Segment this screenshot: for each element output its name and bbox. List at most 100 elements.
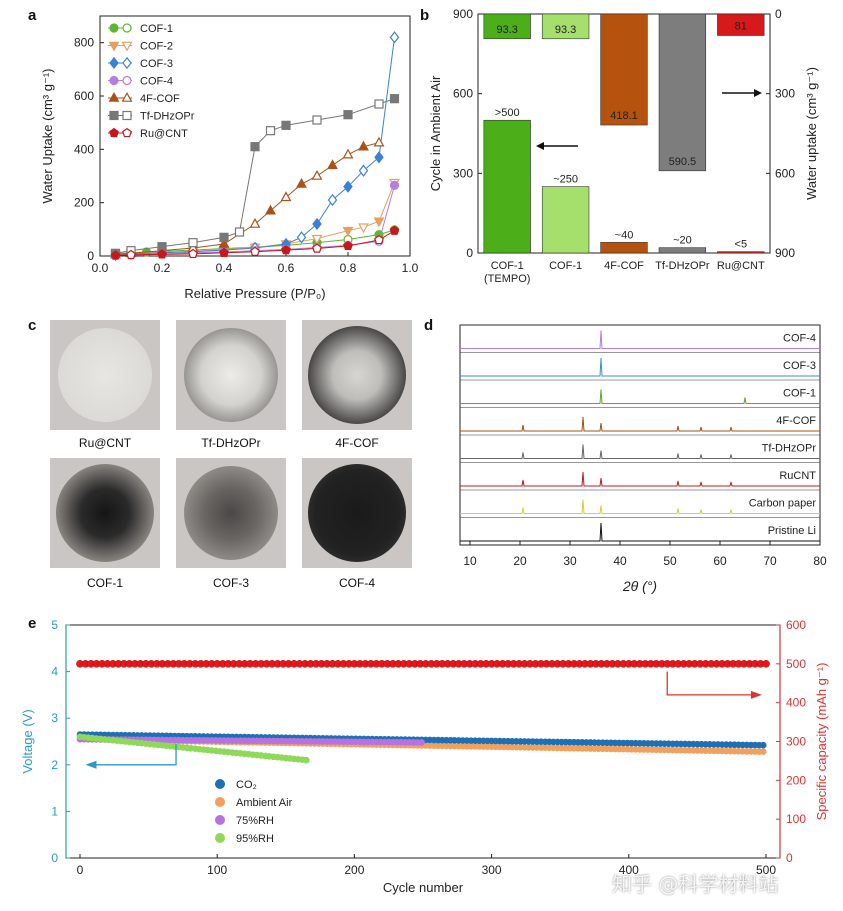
data-point-4F-COF — [342, 148, 354, 159]
panel-letter-d: d — [424, 317, 433, 334]
uptake-bar-2 — [600, 13, 648, 126]
xrd-trace-COF-1 — [460, 389, 820, 404]
legend-marker-COF-4 — [122, 75, 132, 86]
photo-cof-1 — [50, 458, 160, 568]
xrd-trace-COF-3 — [460, 357, 820, 377]
cycle-label-1: ~250 — [553, 174, 578, 186]
uptake-label-3: 590.5 — [669, 156, 697, 168]
legend-marker-COF-1 — [122, 23, 132, 33]
data-point-Tf-DHzOPr — [234, 227, 245, 237]
data-point-COF-2 — [358, 223, 369, 234]
legend-label-COF-4: COF-4 — [140, 76, 173, 88]
photo-cof-3 — [176, 458, 286, 568]
data-point-COF-3 — [312, 217, 322, 231]
xrd-label-Pristine Li: Pristine Li — [768, 525, 816, 537]
data-point-Ru@CNT — [312, 243, 322, 253]
cycle-label-3: ~20 — [673, 235, 692, 247]
data-point-Ru@CNT — [219, 247, 229, 257]
data-point-COF-2 — [342, 226, 354, 237]
cycle-label-4: <5 — [735, 239, 748, 251]
xrd-trace-Tf-DHzOPr — [460, 444, 820, 459]
legend-marker-COF-2 — [108, 41, 120, 52]
xrd-trace-COF-4 — [460, 330, 820, 349]
legend-label-e-75%RH: 75%RH — [236, 815, 274, 827]
x-axis-label-e: Cycle number — [383, 880, 464, 895]
xrd-trace-RuCNT — [460, 471, 820, 487]
xrd-trace-4F-COF — [460, 416, 820, 432]
photo-cof-4 — [302, 458, 412, 568]
data-point-Tf-DHzOPr — [343, 110, 353, 120]
xrd-label-COF-4: COF-4 — [783, 333, 816, 345]
y-tick-label-right-e: 200 — [786, 773, 806, 787]
arrow-head-left-b — [536, 142, 544, 150]
y-axis-label-left-b: Cycle in Ambient Air — [428, 75, 443, 191]
uptake-bar-1 — [541, 13, 590, 40]
data-point-Tf-DHzOPr — [188, 238, 198, 248]
legend-marker-e-CO₂ — [215, 779, 225, 789]
legend-label-Ru@CNT: Ru@CNT — [140, 128, 188, 140]
photo-tf-dhzopr — [176, 320, 286, 430]
xrd-label-COF-3: COF-3 — [783, 360, 816, 372]
photo-label-cof-4: COF-4 — [339, 576, 375, 590]
data-point-4F-COF — [311, 169, 323, 180]
cycle-bar-1 — [541, 186, 590, 254]
data-point-COF-2 — [373, 217, 385, 228]
photo-ru-cnt — [50, 320, 160, 430]
uptake-bar-3 — [658, 13, 707, 172]
legend-label-COF-3: COF-3 — [140, 58, 173, 70]
data-point-COF-3 — [343, 180, 353, 193]
legend-marker-Tf-DHzOPr — [122, 110, 132, 121]
data-point-COF-3 — [358, 164, 369, 177]
legend-marker-Ru@CNT — [122, 127, 132, 138]
cycle-label-2: ~40 — [615, 229, 634, 241]
xrd-trace-Pristine Li — [460, 522, 820, 542]
series-line-4F-COF — [115, 142, 380, 256]
x-tick-label-e: 500 — [756, 863, 776, 877]
arrow-head-right-b — [754, 89, 762, 97]
voltage-point-CO₂ — [759, 741, 767, 749]
uptake-label-4: 81 — [735, 21, 747, 33]
y-tick-label-right-e: 600 — [786, 618, 806, 632]
y-axis-label-right-e: Specific capacity (mAh g⁻¹) — [814, 663, 829, 821]
legend-label-COF-2: COF-2 — [140, 41, 173, 53]
x-tick-label-a: 0.4 — [216, 261, 233, 275]
data-point-4F-COF — [358, 140, 369, 151]
x-tick-label-d: 50 — [663, 554, 677, 568]
y-tick-label-left-b: 900 — [453, 7, 473, 21]
panel-d-xrd-chart: 10 20 30 40 50 60 70 80 2θ (°) COF-4 COF-3 COF-1 4F-… — [459, 324, 827, 594]
data-point-Tf-DHzOPr — [389, 94, 400, 104]
y-tick-label-right-e: 500 — [786, 657, 806, 671]
xrd-label-Carbon paper: Carbon paper — [749, 498, 817, 510]
y-tick-label-a: 0 — [87, 249, 94, 263]
data-point-Ru@CNT — [374, 234, 384, 245]
legend-label-Tf-DHzOPr: Tf-DHzOPr — [140, 111, 195, 123]
xrd-label-RuCNT: RuCNT — [779, 470, 816, 482]
data-point-COF-3 — [389, 31, 400, 44]
y-tick-label-right-e: 0 — [786, 851, 793, 865]
cycle-bar-3 — [658, 247, 707, 254]
x-tick-label-e: 400 — [619, 863, 639, 877]
xrd-trace-Carbon paper — [460, 499, 820, 514]
data-point-Ru@CNT — [281, 244, 291, 255]
legend-marker-COF-3 — [109, 56, 119, 70]
panel-letter-b: b — [420, 7, 429, 24]
photo-label-4f-cof: 4F-COF — [335, 436, 379, 450]
data-point-4F-COF — [296, 177, 307, 188]
x-tick-label-d: 40 — [613, 554, 627, 568]
panel-e-cycling-chart: 0 100 200 300 400 500 0 1 2 3 4 5 0 100 200 300 400 500 60… — [20, 618, 829, 895]
y-tick-label-a: 200 — [74, 196, 94, 210]
x-tick-label-d: 10 — [463, 554, 477, 568]
legend-marker-4F-COF — [121, 91, 133, 102]
y-tick-label-left-e: 5 — [51, 618, 58, 632]
x-tick-label-a: 0.2 — [154, 261, 171, 275]
legend-marker-COF-1 — [109, 23, 119, 33]
legend-label-e-CO₂: CO₂ — [236, 779, 257, 791]
x-tick-label-a: 0.6 — [278, 261, 295, 275]
voltage-point-Ambient Air — [759, 748, 767, 756]
category-label-3: Tf-DHzOPr — [655, 260, 710, 272]
y-axis-label-left-e: Voltage (V) — [20, 709, 35, 773]
data-point-Ru@CNT — [157, 249, 167, 259]
legend-label-COF-1: COF-1 — [140, 23, 173, 35]
data-point-4F-COF — [218, 237, 230, 248]
y-tick-label-left-e: 1 — [51, 804, 58, 818]
